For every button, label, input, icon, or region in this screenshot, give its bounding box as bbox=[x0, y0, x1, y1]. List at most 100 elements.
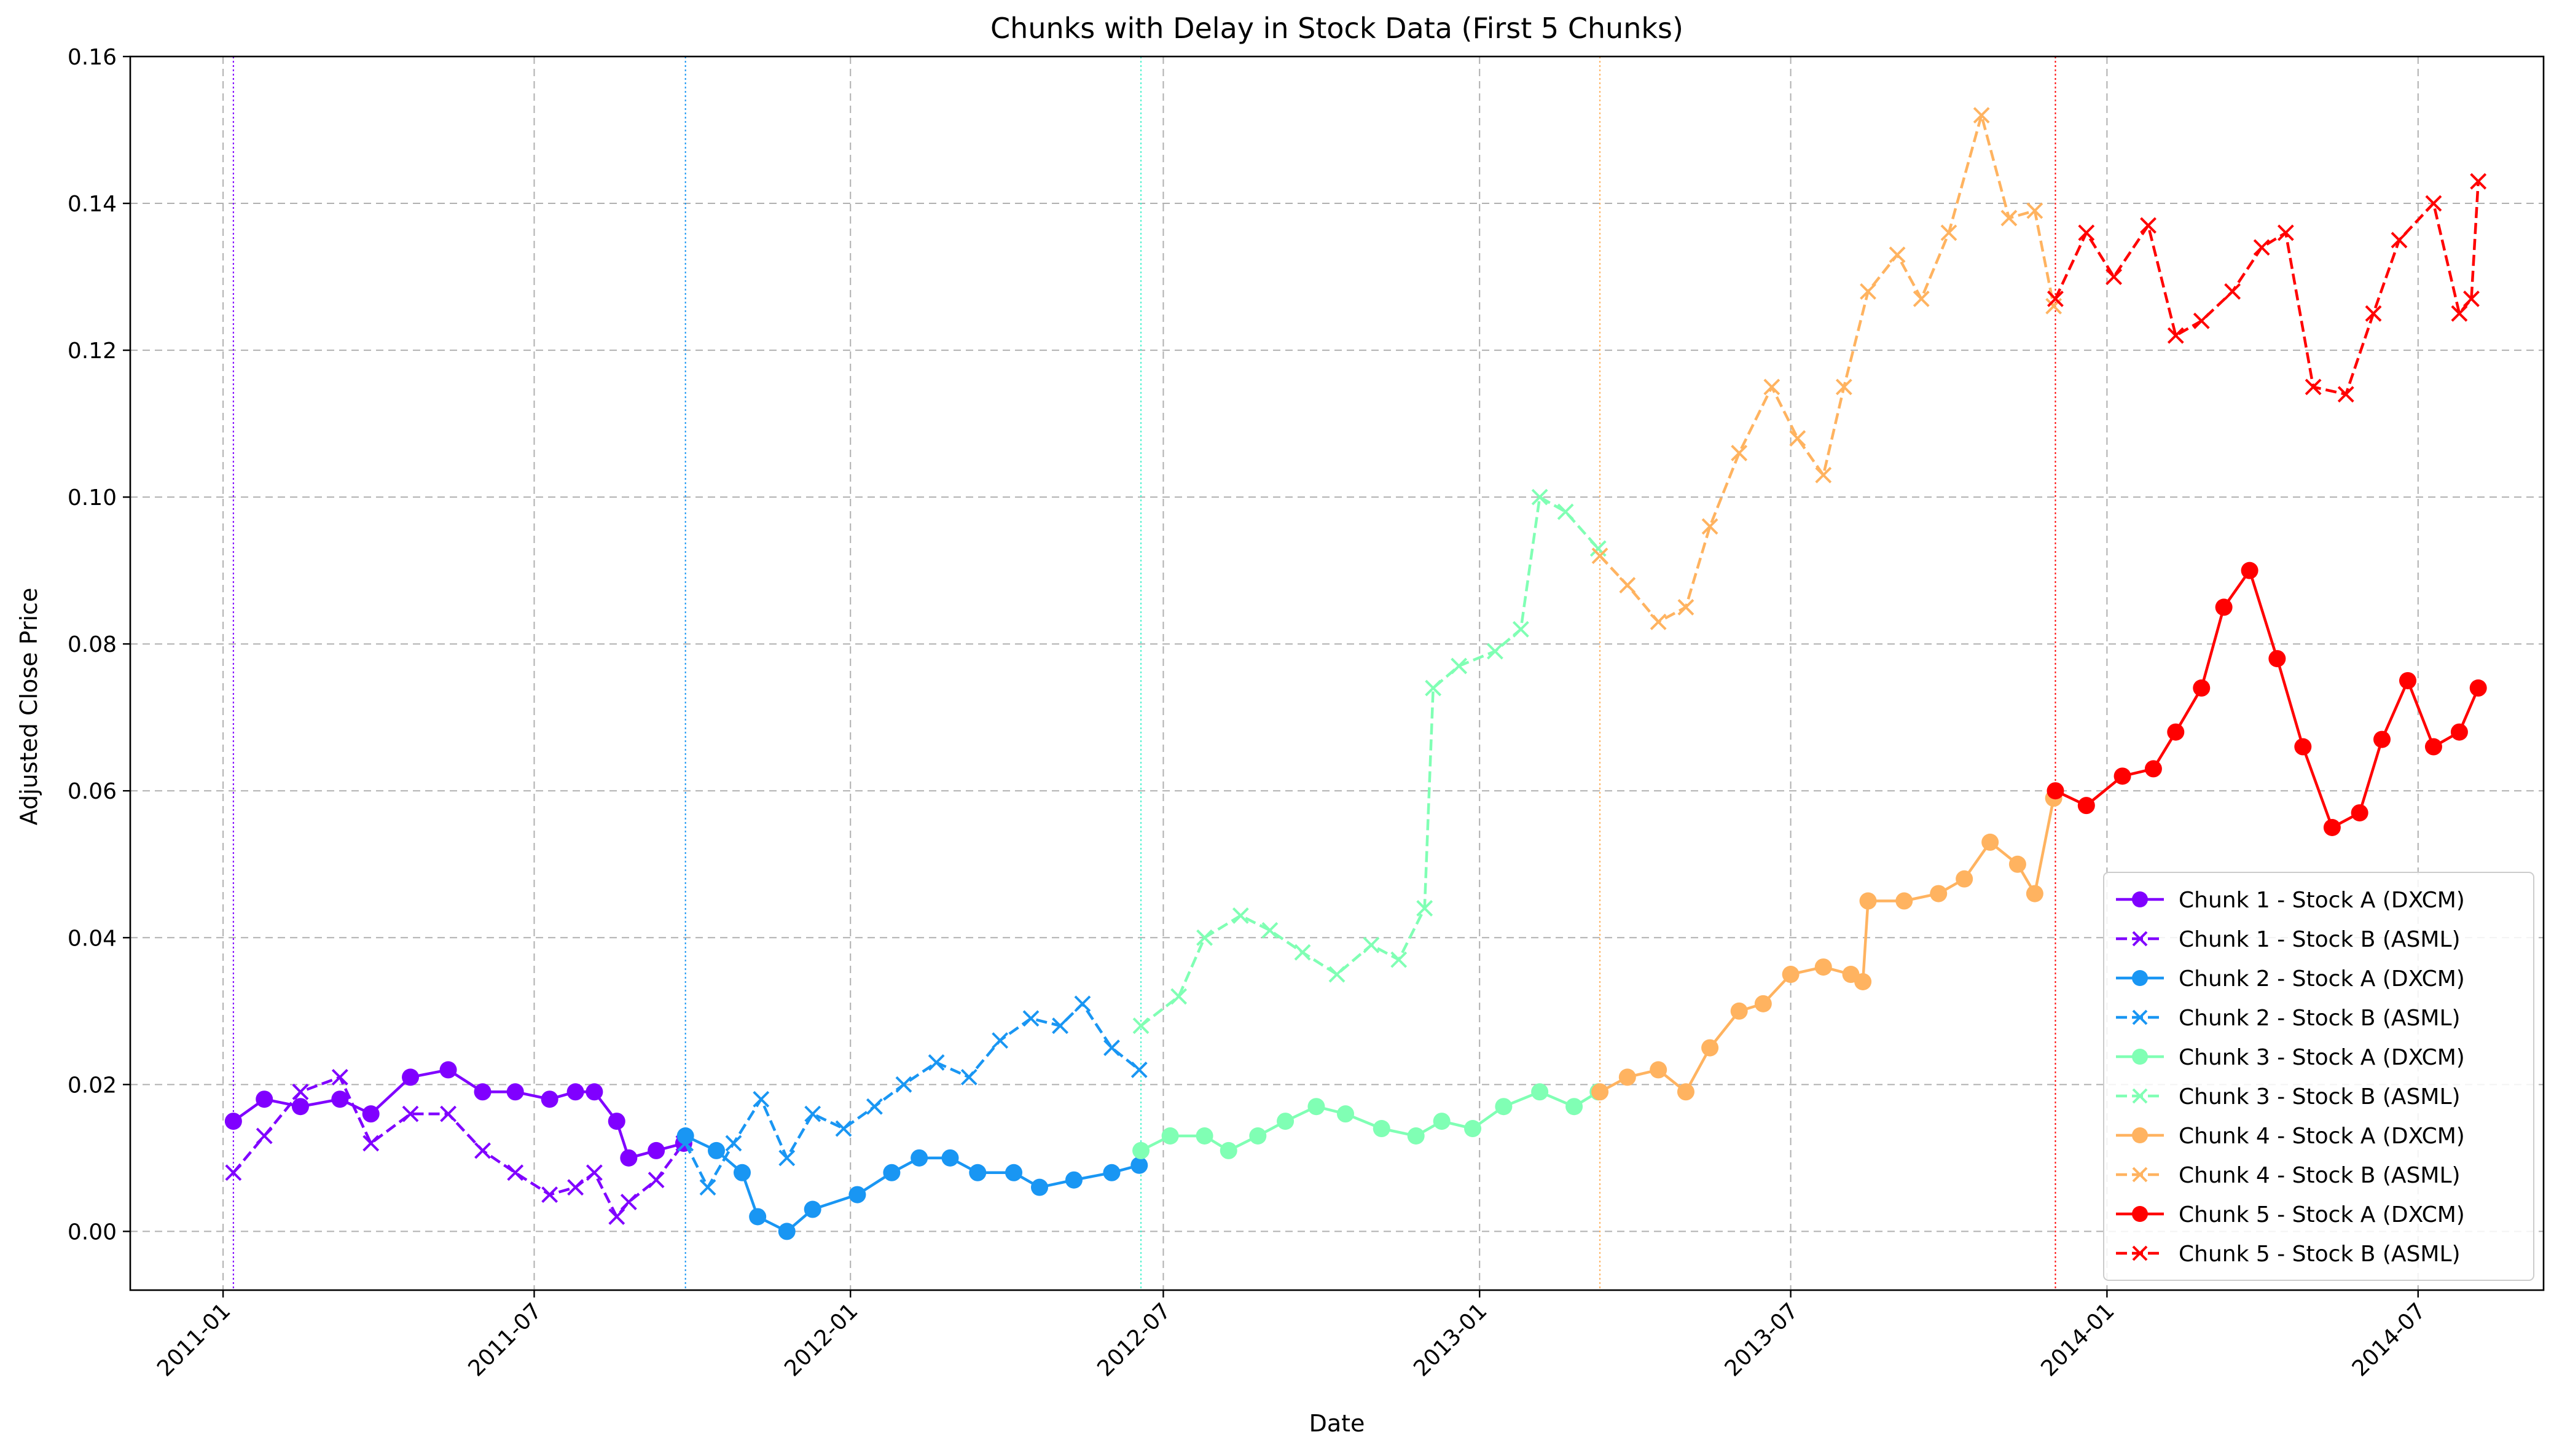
data-point bbox=[2277, 224, 2294, 241]
data-point bbox=[1677, 1083, 1694, 1101]
data-point bbox=[1363, 936, 1380, 953]
legend-label: Chunk 2 - Stock A (DXCM) bbox=[2179, 966, 2465, 992]
data-point bbox=[928, 1054, 945, 1071]
data-point bbox=[1328, 966, 1346, 983]
data-point bbox=[506, 1083, 524, 1101]
legend-label: Chunk 1 - Stock B (ASML) bbox=[2179, 927, 2461, 952]
data-point bbox=[2193, 312, 2210, 329]
data-point bbox=[2132, 1167, 2148, 1183]
data-point bbox=[1196, 929, 1213, 946]
data-point bbox=[291, 1098, 309, 1116]
data-point bbox=[1433, 1113, 1451, 1130]
data-point bbox=[362, 1105, 380, 1123]
legend-item: Chunk 4 - Stock A (DXCM) bbox=[2116, 1124, 2465, 1149]
data-point bbox=[778, 1223, 796, 1240]
data-point bbox=[1677, 599, 1694, 616]
legend-item: Chunk 5 - Stock B (ASML) bbox=[2116, 1242, 2461, 1267]
data-point bbox=[2026, 202, 2043, 219]
data-point bbox=[440, 1105, 456, 1122]
data-point bbox=[1307, 1098, 1325, 1116]
data-point bbox=[733, 1164, 751, 1181]
series-9 bbox=[2047, 562, 2487, 836]
data-point bbox=[2193, 679, 2211, 697]
legend-label: Chunk 3 - Stock A (DXCM) bbox=[2179, 1045, 2465, 1070]
data-point bbox=[225, 1164, 242, 1181]
legend-item: Chunk 4 - Stock B (ASML) bbox=[2116, 1163, 2461, 1188]
data-point bbox=[2132, 931, 2148, 947]
data-point bbox=[2215, 598, 2233, 616]
data-point bbox=[331, 1068, 348, 1086]
data-point bbox=[586, 1164, 603, 1181]
data-point bbox=[749, 1208, 767, 1226]
data-point bbox=[2469, 679, 2487, 697]
data-point bbox=[2294, 738, 2312, 756]
data-point bbox=[804, 1200, 821, 1218]
data-point bbox=[2132, 970, 2148, 986]
data-point bbox=[1261, 922, 1279, 939]
chart-title: Chunks with Delay in Stock Data (First 5… bbox=[990, 12, 1683, 45]
data-point bbox=[2132, 1245, 2148, 1261]
data-point bbox=[1557, 503, 1574, 520]
data-point bbox=[804, 1105, 821, 1122]
data-point bbox=[960, 1068, 977, 1086]
data-point bbox=[1249, 1127, 1267, 1145]
series-4 bbox=[677, 995, 1148, 1196]
data-point bbox=[1730, 1002, 1748, 1020]
data-point bbox=[1650, 1061, 1667, 1079]
data-point bbox=[1754, 995, 1772, 1012]
data-point bbox=[725, 1135, 742, 1152]
data-point bbox=[1731, 445, 1748, 461]
data-point bbox=[1889, 246, 1906, 264]
data-point bbox=[1407, 1127, 1425, 1145]
y-tick-label: 0.10 bbox=[68, 485, 117, 511]
data-point bbox=[1701, 518, 1718, 535]
data-point bbox=[753, 1090, 770, 1108]
data-point bbox=[1512, 620, 1529, 638]
data-point bbox=[1619, 577, 1636, 593]
legend-item: Chunk 3 - Stock A (DXCM) bbox=[2116, 1045, 2465, 1070]
data-point bbox=[1854, 973, 1872, 990]
y-tick-label: 0.02 bbox=[68, 1073, 117, 1098]
data-point bbox=[2450, 723, 2468, 741]
data-point bbox=[1591, 1083, 1609, 1101]
y-tick-label: 0.00 bbox=[68, 1219, 117, 1245]
data-point bbox=[608, 1208, 625, 1225]
data-point bbox=[362, 1135, 380, 1152]
data-point bbox=[256, 1127, 273, 1145]
data-point bbox=[474, 1142, 491, 1159]
y-tick-label: 0.06 bbox=[68, 779, 117, 804]
data-point bbox=[2132, 891, 2148, 907]
data-point bbox=[941, 1149, 959, 1167]
data-point bbox=[895, 1076, 912, 1093]
data-point bbox=[1065, 1171, 1083, 1189]
data-point bbox=[1981, 833, 1999, 851]
data-point bbox=[2047, 291, 2064, 307]
data-point bbox=[1132, 1141, 1150, 1159]
legend-label: Chunk 2 - Stock B (ASML) bbox=[2179, 1006, 2461, 1031]
x-axis-label: Date bbox=[1309, 1410, 1365, 1437]
data-point bbox=[507, 1164, 524, 1181]
data-point bbox=[1814, 958, 1832, 976]
data-point bbox=[2132, 1127, 2148, 1143]
data-point bbox=[1565, 1098, 1583, 1116]
series-10 bbox=[2047, 173, 2487, 403]
data-point bbox=[1895, 892, 1913, 910]
legend-label: Chunk 4 - Stock A (DXCM) bbox=[2179, 1124, 2465, 1149]
series-line bbox=[684, 1134, 1140, 1233]
legend-item: Chunk 3 - Stock B (ASML) bbox=[2116, 1084, 2461, 1110]
data-point bbox=[2470, 173, 2487, 190]
data-point bbox=[541, 1090, 558, 1108]
data-point bbox=[1930, 885, 1948, 902]
data-point bbox=[1220, 1141, 1237, 1159]
data-point bbox=[2241, 562, 2258, 579]
data-point bbox=[1030, 1178, 1048, 1196]
data-point bbox=[331, 1090, 349, 1108]
data-point bbox=[474, 1083, 492, 1101]
data-point bbox=[439, 1061, 457, 1079]
data-point bbox=[2425, 195, 2442, 212]
data-point bbox=[1416, 900, 1433, 917]
data-point bbox=[1005, 1164, 1023, 1181]
data-point bbox=[402, 1105, 419, 1122]
data-point bbox=[2373, 730, 2391, 748]
